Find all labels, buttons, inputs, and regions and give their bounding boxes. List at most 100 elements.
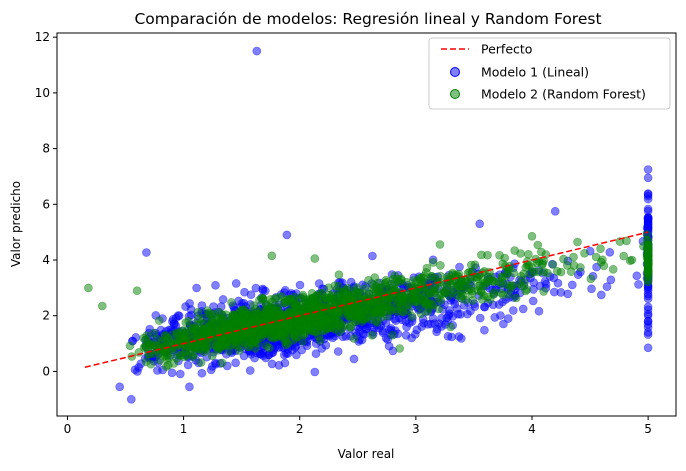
data-point — [180, 352, 189, 362]
data-point — [193, 307, 203, 317]
data-point — [192, 283, 201, 293]
data-point — [334, 318, 344, 328]
data-point — [248, 316, 258, 325]
data-point — [549, 273, 559, 283]
data-point — [480, 325, 489, 335]
data-point — [245, 337, 255, 347]
data-point — [368, 284, 378, 294]
data-point — [428, 258, 438, 267]
outlier-point — [132, 286, 142, 296]
data-point — [308, 293, 318, 303]
data-point — [246, 325, 255, 335]
data-point — [573, 237, 582, 247]
data-point — [227, 298, 236, 307]
data-point — [634, 280, 643, 289]
outlier-point — [550, 207, 560, 216]
data-point — [317, 344, 327, 353]
outlier-point — [115, 382, 124, 392]
data-point — [189, 350, 198, 360]
data-point — [346, 323, 355, 332]
data-point — [334, 270, 344, 280]
data-point — [528, 296, 538, 306]
outlier-point — [84, 283, 93, 293]
data-point — [270, 294, 280, 304]
data-point — [466, 306, 475, 316]
legend-label-model1: Modelo 1 (Lineal) — [481, 65, 589, 80]
data-point — [468, 296, 478, 305]
data-point — [509, 268, 519, 278]
data-point — [321, 293, 331, 303]
data-point — [498, 297, 507, 307]
data-point — [260, 327, 270, 337]
data-point — [394, 277, 404, 287]
data-point — [580, 249, 589, 258]
data-point — [142, 331, 151, 341]
data-point — [562, 261, 572, 270]
data-point — [197, 368, 207, 378]
data-point — [470, 260, 480, 270]
data-point — [549, 287, 559, 297]
data-point — [333, 347, 343, 356]
data-point — [141, 357, 151, 367]
data-point — [196, 358, 206, 367]
data-point — [548, 260, 558, 269]
data-point — [401, 277, 411, 287]
data-point — [429, 286, 439, 295]
data-point — [208, 351, 217, 361]
outlier-point — [627, 255, 637, 265]
series-modelo-2-random-forest- — [84, 230, 653, 371]
data-point — [503, 314, 513, 323]
data-point — [191, 325, 200, 334]
data-point — [496, 288, 506, 298]
data-point — [397, 303, 407, 312]
data-point — [643, 327, 653, 337]
x-axis: 0 1 2 3 4 5 — [64, 416, 652, 436]
data-point — [355, 327, 364, 337]
data-point — [246, 290, 256, 300]
data-point — [221, 338, 231, 348]
data-point — [155, 316, 164, 325]
data-point — [534, 257, 544, 266]
data-point — [231, 279, 241, 288]
data-point — [272, 306, 282, 316]
outlier-point — [643, 165, 653, 174]
data-point — [258, 284, 268, 294]
data-point — [261, 315, 271, 325]
data-point — [279, 350, 289, 360]
outlier-point — [388, 330, 397, 340]
data-point — [541, 279, 551, 289]
data-point — [401, 330, 411, 340]
data-point — [351, 286, 360, 296]
data-point — [442, 313, 452, 323]
data-point — [569, 252, 578, 262]
data-point — [496, 311, 505, 320]
data-point — [643, 316, 653, 326]
data-point — [475, 313, 485, 323]
data-point — [258, 293, 268, 303]
y-axis: 0 2 4 6 8 10 12 — [35, 30, 57, 378]
data-point — [508, 306, 518, 315]
data-point — [311, 349, 321, 359]
data-point — [440, 288, 449, 298]
data-point — [368, 251, 377, 261]
data-point — [370, 273, 380, 282]
data-point — [349, 334, 359, 343]
data-point — [495, 251, 504, 260]
data-point — [214, 341, 224, 350]
data-point — [643, 267, 653, 277]
data-point — [261, 341, 271, 350]
data-point — [419, 273, 428, 283]
data-point — [367, 330, 377, 340]
data-point — [316, 318, 326, 327]
data-point — [435, 240, 445, 249]
data-point — [293, 308, 303, 317]
data-point — [552, 266, 562, 276]
data-point — [447, 332, 456, 342]
legend-model1-swatch — [450, 67, 460, 77]
data-point — [543, 268, 552, 278]
outlier-point — [527, 232, 537, 241]
data-point — [527, 263, 537, 272]
data-point — [448, 270, 457, 280]
data-point — [434, 304, 444, 314]
data-point — [524, 250, 533, 259]
